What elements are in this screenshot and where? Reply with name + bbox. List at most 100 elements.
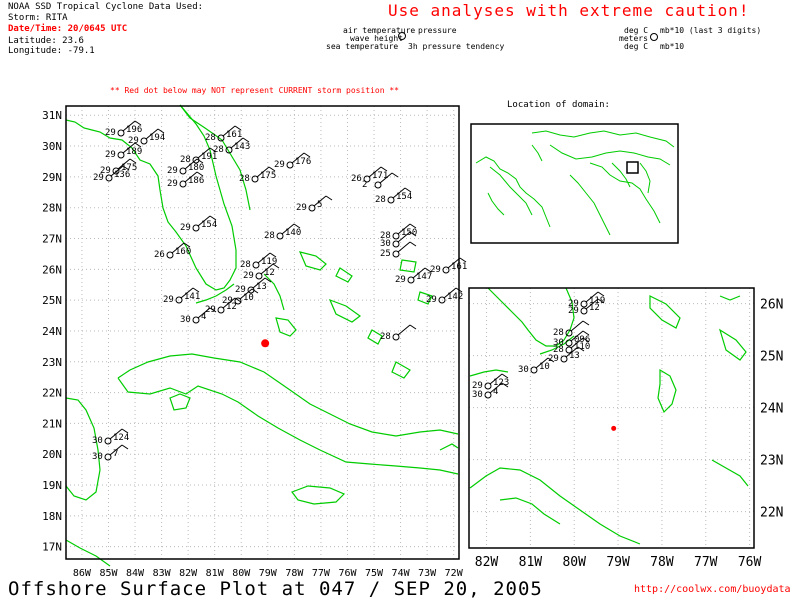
wind-barb-flag <box>380 166 388 172</box>
main-lon-label: 76W <box>338 568 357 579</box>
wind-barb <box>570 337 584 349</box>
wind-barb-flag <box>209 307 217 313</box>
wind-barb-flag <box>183 242 191 248</box>
wind-barb <box>184 158 198 170</box>
wind-barb <box>256 166 270 178</box>
main-station: 29 189 <box>105 147 142 160</box>
wind-barb <box>585 298 599 310</box>
station-circle-icon <box>565 346 573 354</box>
wind-barb-flag <box>582 337 590 343</box>
station-circle-icon <box>442 266 450 274</box>
main-lat-label: 31N <box>42 109 62 122</box>
longitude: Longitude: -79.1 <box>8 46 95 56</box>
wind-barb-flag <box>582 330 590 336</box>
main-station: 29 12 <box>205 302 237 315</box>
zoom-map-frame <box>468 287 755 549</box>
zoom-pressure: 13 <box>569 351 580 361</box>
main-lon-label: 72W <box>445 568 464 579</box>
zoom-air-temp: 29 <box>568 299 579 309</box>
main-air-temp: 28 <box>264 231 275 241</box>
main-lat-label: 21N <box>42 417 62 430</box>
wind-barb <box>281 223 295 235</box>
main-pressure: 5 <box>317 200 322 210</box>
main-station: 29 141 <box>163 292 200 305</box>
zoom-air-temp: 30 <box>472 390 483 400</box>
main-station: 28 154 <box>375 192 412 205</box>
wind-barb-flag <box>293 223 301 229</box>
station-circle-icon <box>286 161 294 169</box>
zoom-station: 28 110 <box>553 342 590 355</box>
main-lon-label: 84W <box>126 568 145 579</box>
wind-barb-flag <box>547 357 555 363</box>
main-air-temp: 29 <box>167 179 178 189</box>
source-url[interactable]: http://coolwx.com/buoydata <box>634 584 791 595</box>
main-air-temp: 29 <box>100 166 111 176</box>
domain-map <box>470 123 679 244</box>
wind-barb <box>368 166 382 178</box>
zoom-lat-label: 23N <box>760 454 783 469</box>
main-air-temp: 28 <box>380 332 391 342</box>
main-pressure: 154 <box>396 192 412 202</box>
zoom-station: 30 10 <box>518 362 550 375</box>
wind-barb <box>570 330 584 342</box>
main-air-temp: 29 <box>235 285 246 295</box>
main-air-temp: 29 <box>163 295 174 305</box>
main-station: 28 161 <box>205 130 242 143</box>
zoom-station: 30 4 <box>472 387 498 400</box>
datetime: Date/Time: 20/0645 UTC <box>8 24 128 34</box>
zoom-pressure: 119 <box>589 296 605 306</box>
wind-barb <box>180 287 194 299</box>
station-circle-icon <box>104 437 112 445</box>
station-circle-icon <box>580 307 588 315</box>
wind-barb-flag <box>209 147 217 153</box>
main-lat-label: 19N <box>42 479 62 492</box>
station-circle-icon <box>175 296 183 304</box>
wind-barb-flag <box>122 165 130 171</box>
wind-barb <box>585 291 599 303</box>
wind-barb-flag <box>234 297 242 303</box>
station-circle-icon <box>104 453 112 461</box>
wind-barb-flag <box>303 152 311 158</box>
main-station: 29 176 <box>274 157 311 170</box>
main-lat-label: 18N <box>42 510 62 523</box>
zoom-lon-label: 82W <box>475 555 499 570</box>
main-station: 29 142 <box>426 292 463 305</box>
wind-barb-flag <box>129 158 137 164</box>
main-lon-label: 74W <box>392 568 411 579</box>
main-station: 29 175 <box>100 163 137 176</box>
station-circle-icon <box>560 355 568 363</box>
wind-barb-flag <box>501 382 509 388</box>
main-station: 28 143 <box>213 142 250 155</box>
wind-barb <box>447 257 461 269</box>
station-circle-icon <box>105 174 113 182</box>
wind-barb-flag <box>196 158 204 164</box>
main-pressure: 13 <box>256 282 267 292</box>
wind-barb-flag <box>459 257 467 263</box>
wind-barb <box>257 252 271 264</box>
wind-barb-flag <box>409 324 417 330</box>
legend-circle-icon <box>650 33 658 41</box>
zoom-air-temp: 29 <box>568 306 579 316</box>
main-station: 29 10 <box>222 293 254 306</box>
wind-barb-flag <box>577 346 585 352</box>
main-map-frame <box>65 105 460 560</box>
legend-wave-height: wave height <box>350 34 403 43</box>
main-air-temp: 28 <box>213 145 224 155</box>
storm-name: Storm: RITA <box>8 13 68 23</box>
wind-barb-flag <box>501 373 509 379</box>
caution-banner: Use analyses with extreme caution! <box>388 1 750 20</box>
wind-barb <box>565 346 579 358</box>
main-lon-label: 86W <box>73 568 92 579</box>
station-circle-icon <box>392 333 400 341</box>
wind-barb <box>379 172 393 184</box>
wind-barb <box>122 142 136 154</box>
main-station: 30 124 <box>92 433 129 446</box>
zoom-lat-label: 26N <box>760 298 783 313</box>
wind-barb <box>397 241 411 253</box>
main-air-temp: 28 <box>375 195 386 205</box>
main-station: 26 171 <box>351 171 388 184</box>
main-pressure: 189 <box>126 147 142 157</box>
station-circle-icon <box>438 296 446 304</box>
wind-barb <box>122 120 136 132</box>
